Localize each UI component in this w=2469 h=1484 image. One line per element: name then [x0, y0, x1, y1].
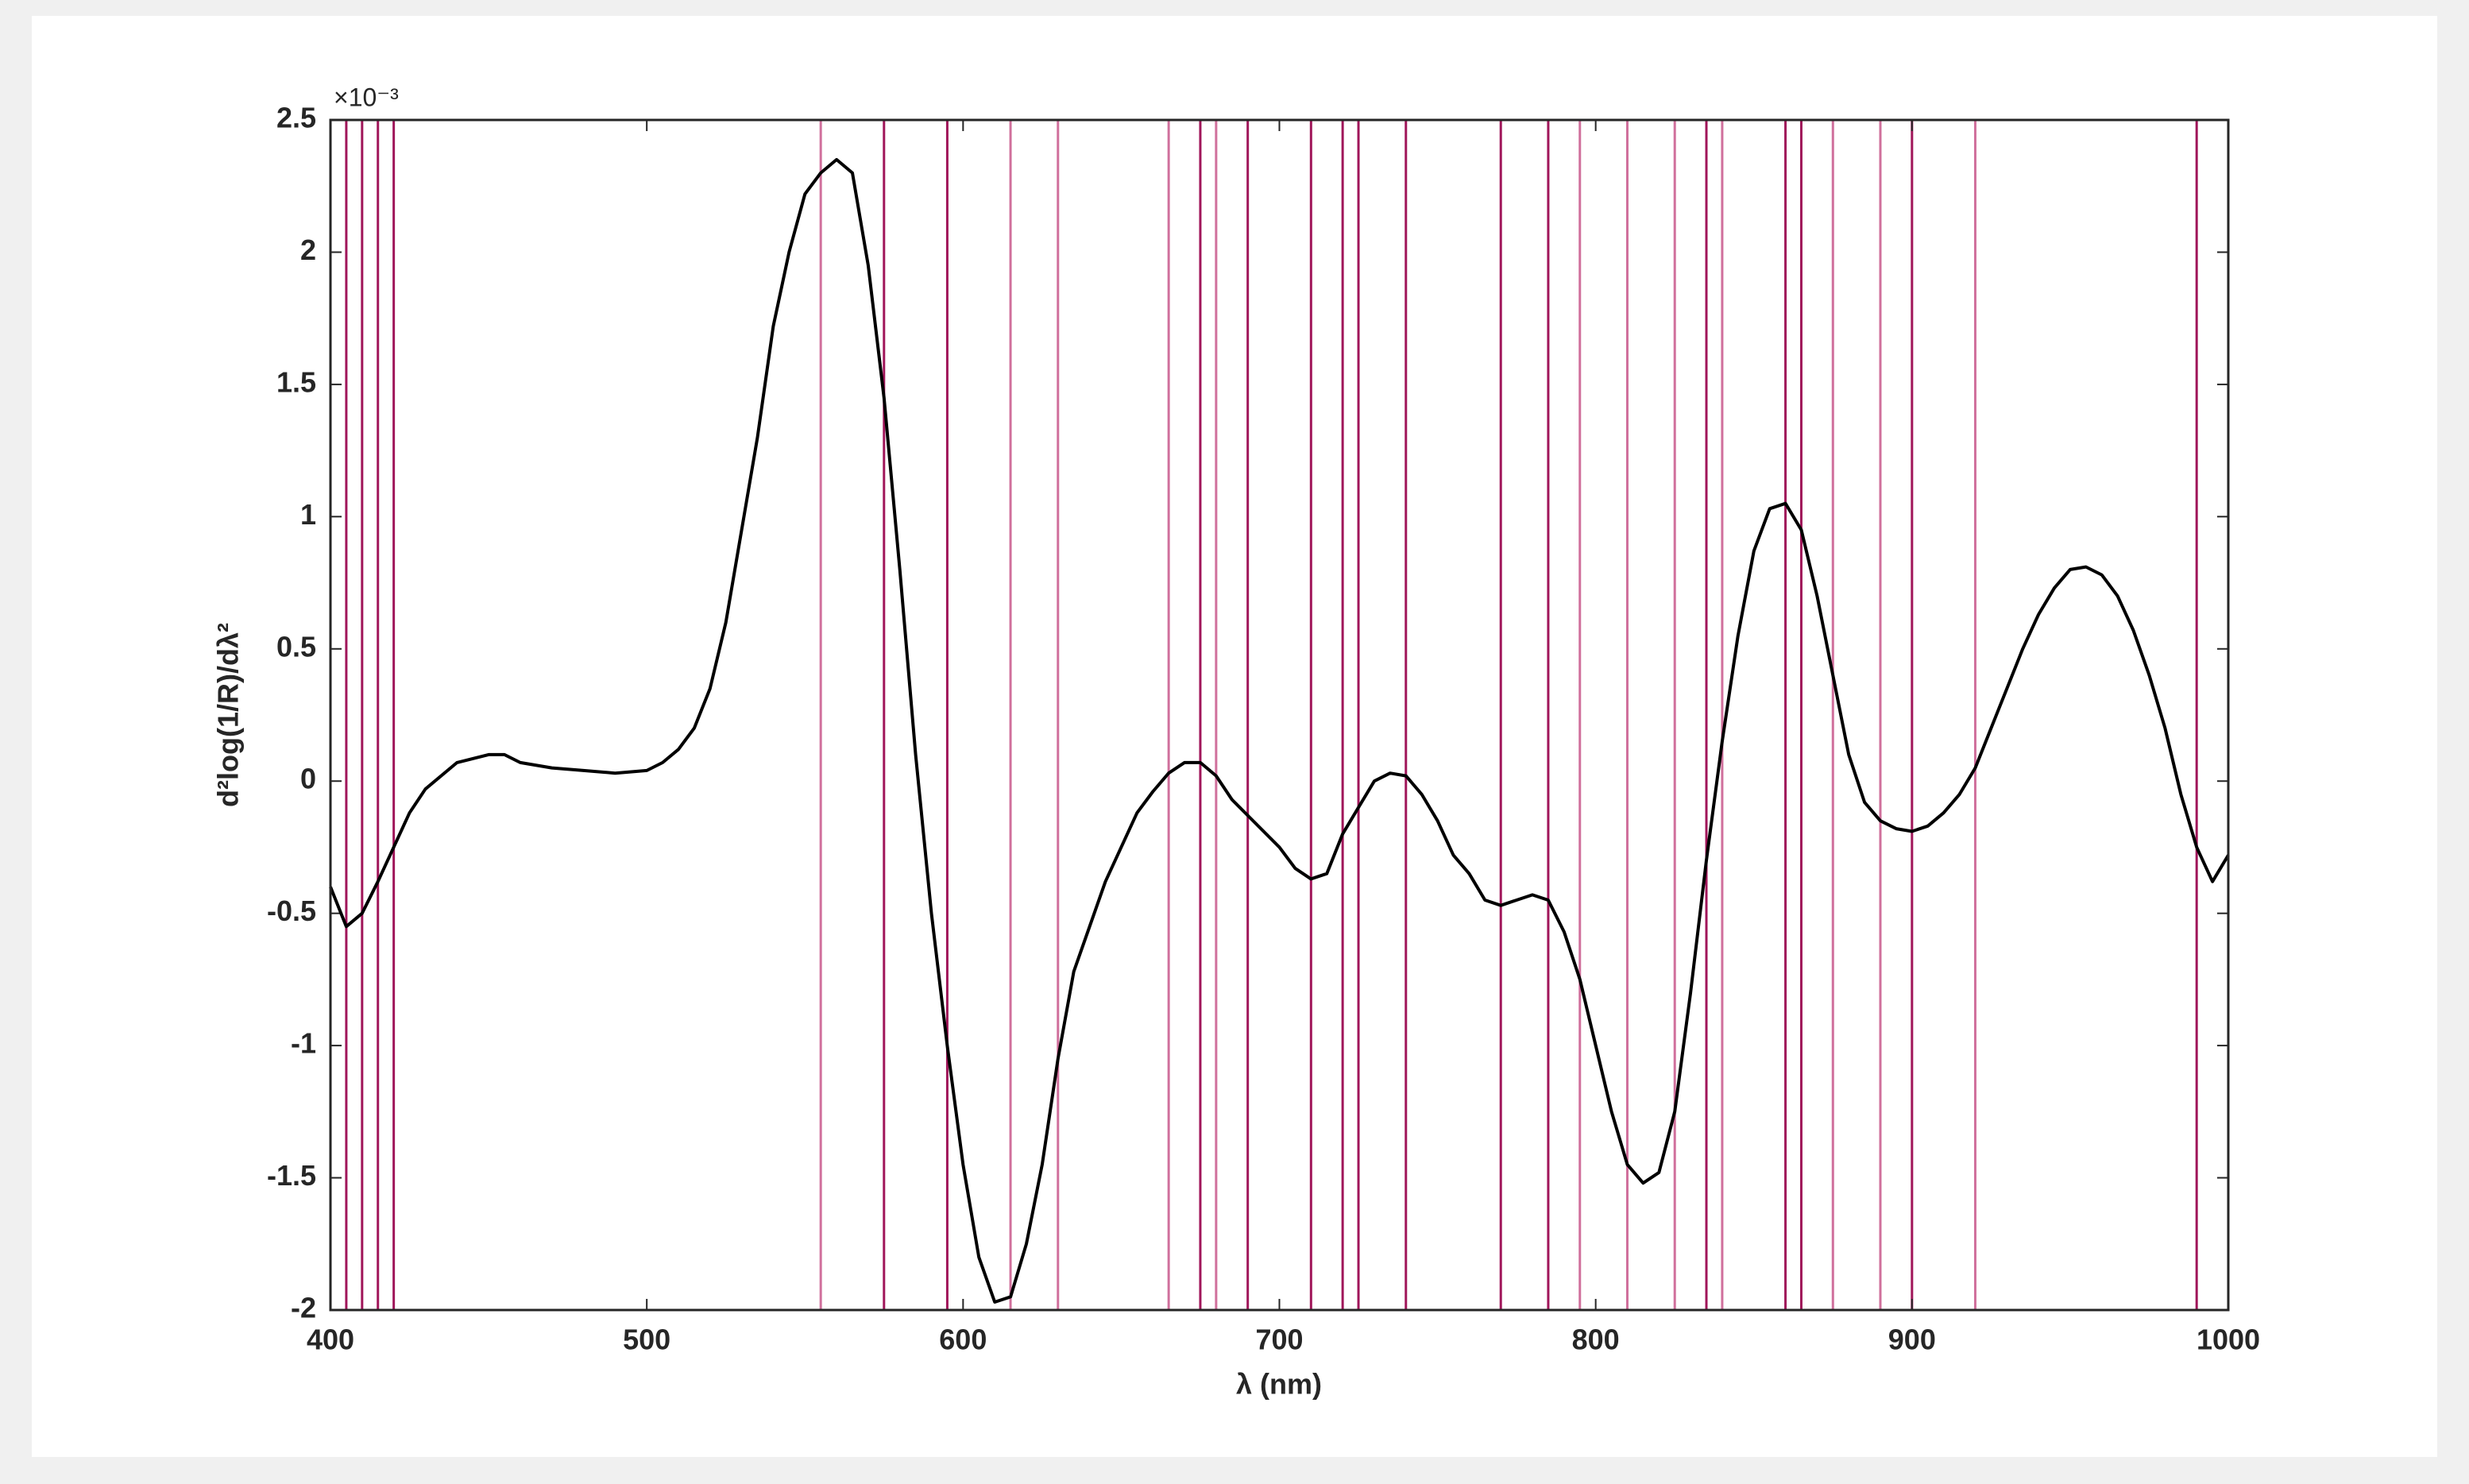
y-tick-label: -1 — [291, 1027, 316, 1060]
y-tick-label: 0 — [300, 763, 316, 795]
y-tick-label: -0.5 — [267, 895, 316, 927]
figure-panel — [32, 16, 2437, 1457]
y-tick-label: 1.5 — [276, 365, 316, 398]
x-tick-label: 500 — [623, 1324, 670, 1356]
x-axis-label: λ (nm) — [1236, 1368, 1322, 1401]
y-tick-label: 2 — [300, 234, 316, 266]
x-tick-label: 600 — [939, 1324, 987, 1356]
y-tick-label: -2 — [291, 1292, 316, 1324]
y-tick-label: 1 — [300, 498, 316, 531]
x-tick-label: 900 — [1888, 1324, 1936, 1356]
data-line — [329, 157, 2230, 1304]
x-tick-label: 700 — [1255, 1324, 1303, 1356]
y-tick-label: 0.5 — [276, 630, 316, 663]
y-tick-label: 2.5 — [276, 102, 316, 134]
y-multiplier: ×10⁻³ — [334, 83, 399, 111]
x-tick-label: 400 — [307, 1324, 354, 1356]
plot-frame — [329, 118, 2230, 1312]
y-tick-label: -1.5 — [267, 1159, 316, 1192]
y-axis-label: d²log(1/R)/dλ² — [212, 623, 245, 807]
x-tick-label: 800 — [1572, 1324, 1620, 1356]
x-tick-label: 1000 — [2197, 1324, 2260, 1356]
